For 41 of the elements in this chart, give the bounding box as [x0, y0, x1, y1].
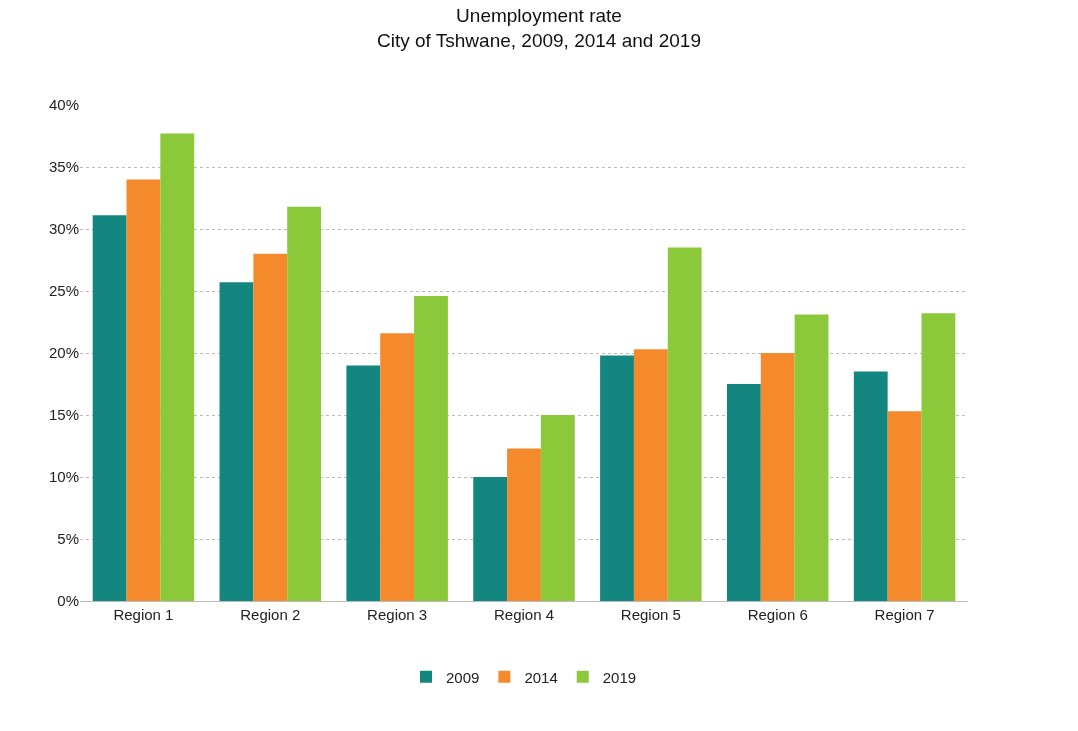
- y-tick-label: 5%: [57, 530, 79, 548]
- bar: [887, 411, 922, 601]
- bar: [921, 313, 956, 601]
- x-tick-label: Region 5: [620, 606, 681, 623]
- y-tick-label: 10%: [48, 468, 79, 486]
- x-tick-label: Region 1: [113, 606, 174, 623]
- bar: [160, 133, 195, 601]
- bar: [540, 415, 575, 601]
- x-tick-label: Region 7: [874, 606, 935, 623]
- bar: [126, 179, 161, 601]
- bar: [92, 215, 127, 601]
- bar: [253, 253, 288, 601]
- bar: [853, 371, 888, 601]
- bar: [794, 314, 829, 601]
- y-tick-label: 40%: [48, 96, 79, 114]
- x-tick-label: Region 6: [747, 606, 808, 623]
- bar: [760, 353, 795, 601]
- bar: [667, 247, 702, 601]
- legend-label: 2014: [524, 668, 558, 686]
- bar: [414, 295, 448, 601]
- bar: [219, 282, 254, 601]
- x-tick-label: Region 4: [493, 606, 555, 623]
- chart-title: Unemployment rate City of Tshwane, 2009, 2014 and 2019: [377, 4, 701, 51]
- bar: [507, 448, 541, 601]
- bar: [600, 355, 634, 601]
- y-tick-label: 20%: [48, 344, 79, 362]
- legend-label: 2019: [602, 668, 637, 686]
- x-tick-label: Region 3: [367, 606, 428, 623]
- x-tick-label: Region 2: [240, 606, 301, 623]
- bar: [380, 333, 415, 601]
- y-tick-label: 30%: [48, 220, 79, 238]
- y-tick-label: 0%: [57, 592, 79, 610]
- y-tick-label: 35%: [48, 158, 79, 176]
- bar: [726, 384, 761, 601]
- y-tick-label: 25%: [48, 282, 79, 300]
- legend-label: 2009: [446, 668, 480, 686]
- bar: [346, 365, 381, 601]
- bar: [633, 349, 668, 601]
- bar: [287, 206, 322, 601]
- bar: [473, 477, 508, 601]
- y-tick-label: 15%: [48, 406, 79, 424]
